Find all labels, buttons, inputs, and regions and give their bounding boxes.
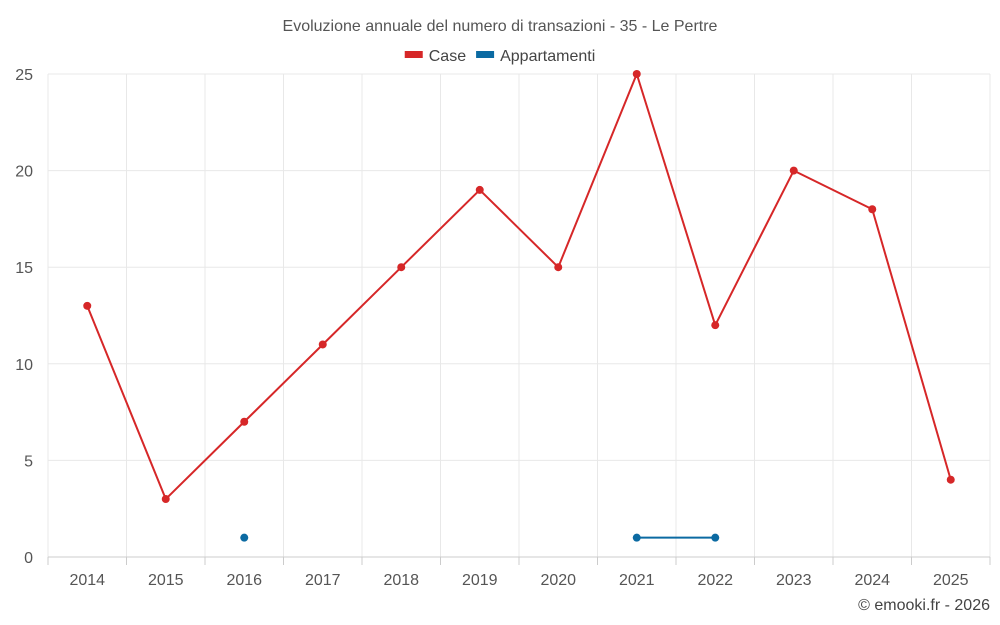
data-point-case [161, 495, 170, 504]
data-point-case [397, 263, 406, 272]
data-point-case [318, 340, 327, 349]
data-point-case [946, 475, 955, 484]
y-tick-label: 25 [15, 67, 33, 84]
x-tick-label: 2025 [933, 572, 969, 589]
legend-label-appartamenti: Appartamenti [500, 48, 595, 65]
legend-label-case: Case [429, 48, 466, 65]
x-tick-label: 2018 [383, 572, 419, 589]
x-tick-label: 2019 [462, 572, 498, 589]
y-tick-label: 0 [24, 550, 33, 567]
y-tick-label: 15 [15, 260, 33, 277]
y-tick-label: 5 [24, 453, 33, 470]
credit-text: © emooki.fr - 2026 [858, 597, 990, 614]
series-case [83, 70, 955, 504]
legend-swatch-appartamenti [476, 51, 495, 58]
data-point-appartamenti [240, 533, 249, 542]
x-tick-label: 2021 [619, 572, 655, 589]
data-point-case [632, 70, 641, 78]
x-tick-label: 2017 [305, 572, 341, 589]
data-point-case [240, 417, 249, 426]
y-tick-label: 20 [15, 164, 33, 181]
legend: Case Appartamenti [404, 48, 595, 65]
data-point-case [868, 205, 877, 214]
x-tick-label: 2023 [776, 572, 812, 589]
grid [47, 73, 991, 558]
x-axis-ticks: 2014 2015 2016 2017 2018 2019 2020 2021 2022 2023… [47, 557, 991, 589]
x-tick-label: 2020 [540, 572, 576, 589]
data-point-case [475, 185, 484, 194]
data-point-case [789, 166, 798, 175]
chart-title: Evoluzione annuale del numero di transaz… [283, 18, 718, 35]
series-line-case [86, 73, 952, 501]
legend-swatch-case [404, 51, 423, 58]
x-tick-label: 2024 [854, 572, 890, 589]
series-appartamenti [240, 533, 720, 542]
series-layer [83, 70, 955, 542]
x-tick-label: 2015 [148, 572, 184, 589]
x-tick-label: 2014 [69, 572, 105, 589]
data-point-case [83, 301, 92, 310]
x-tick-label: 2016 [226, 572, 262, 589]
y-axis-ticks: 0 5 10 15 20 25 [15, 67, 33, 567]
data-point-case [711, 321, 720, 330]
data-point-case [554, 263, 563, 272]
y-tick-label: 10 [15, 357, 33, 374]
data-point-appartamenti [632, 533, 641, 542]
x-tick-label: 2022 [697, 572, 733, 589]
data-point-appartamenti [711, 533, 720, 542]
